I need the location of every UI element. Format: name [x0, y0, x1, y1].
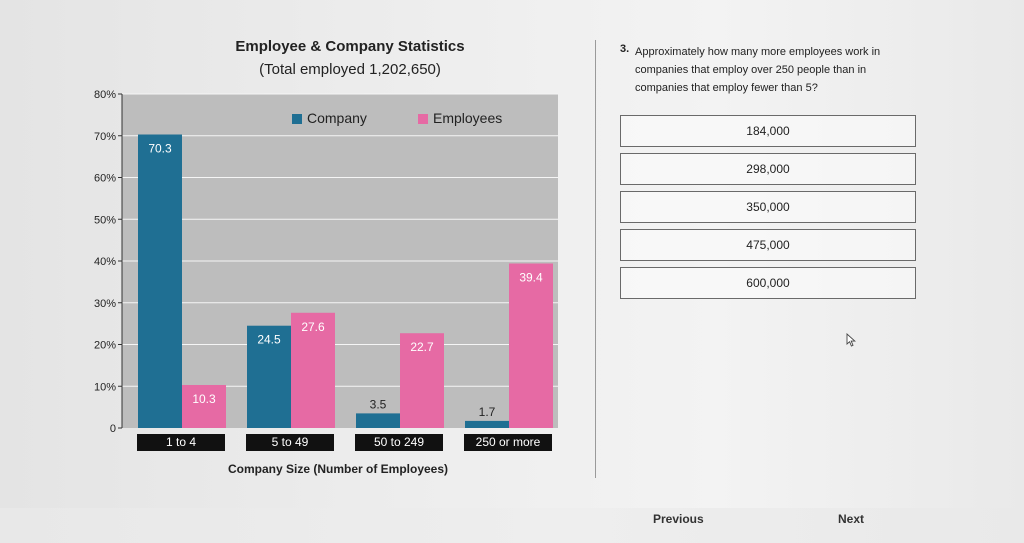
question-number: 3.: [620, 43, 630, 55]
bar: [247, 325, 291, 428]
y-tick-label: 70%: [94, 131, 116, 143]
x-category-box: [355, 434, 443, 451]
data-label: 3.5: [370, 397, 387, 411]
y-tick-label: 30%: [94, 298, 116, 310]
legend-employees-label: Employees: [433, 110, 502, 126]
answer-option[interactable]: 298,000: [620, 153, 916, 185]
bar: [182, 384, 226, 428]
legend-company-label: Company: [307, 110, 367, 126]
x-category-box: [464, 434, 552, 451]
data-label: 1.7: [479, 405, 496, 419]
legend-employees-swatch: [418, 114, 428, 124]
answer-option[interactable]: 184,000: [620, 115, 916, 147]
panel-divider: [595, 40, 596, 478]
bar: [138, 134, 182, 428]
answer-option[interactable]: 600,000: [620, 267, 916, 299]
x-tick-label: 5 to 49: [272, 435, 309, 449]
previous-button[interactable]: Previous: [653, 512, 704, 526]
bar-chart: 0 10% 20% 30% 40% 50% 60% 70% 80% Company Employee…: [94, 89, 558, 476]
bar: [291, 312, 335, 428]
navigation-bar: [0, 508, 1024, 543]
bar: [400, 333, 444, 428]
mouse-pointer-icon: [846, 333, 856, 347]
x-axis-label: Company Size (Number of Employees): [228, 462, 448, 476]
bar: [509, 263, 553, 428]
data-label: 24.5: [257, 333, 281, 347]
data-label: 39.4: [519, 271, 543, 285]
chart-container: Employee & Company Statistics (Total emp…: [80, 30, 570, 480]
x-category-box: [137, 434, 225, 451]
data-label: 10.3: [192, 392, 216, 406]
y-tick-label: 50%: [94, 214, 116, 226]
bar: [465, 420, 509, 428]
x-tick-label: 1 to 4: [166, 435, 196, 449]
chart-subtitle: (Total employed 1,202,650): [259, 61, 441, 78]
y-tick-label: 20%: [94, 340, 116, 352]
question-text: Approximately how many more employees wo…: [635, 46, 881, 94]
data-label: 70.3: [148, 141, 172, 155]
chart-title: Employee & Company Statistics: [235, 38, 465, 55]
y-tick-label: 0: [110, 423, 116, 435]
x-tick-label: 50 to 249: [374, 435, 424, 449]
answer-option[interactable]: 475,000: [620, 229, 916, 261]
y-tick-label: 10%: [94, 381, 116, 393]
legend-company-swatch: [292, 114, 302, 124]
x-tick-label: 250 or more: [476, 435, 541, 449]
bar: [356, 413, 400, 428]
y-tick-label: 80%: [94, 89, 116, 101]
x-category-box: [246, 434, 334, 451]
y-tick-label: 60%: [94, 173, 116, 185]
data-label: 27.6: [301, 320, 325, 334]
next-button[interactable]: Next: [838, 512, 865, 526]
y-tick-label: 40%: [94, 256, 116, 268]
data-label: 22.7: [410, 340, 434, 354]
answer-option[interactable]: 350,000: [620, 191, 916, 223]
